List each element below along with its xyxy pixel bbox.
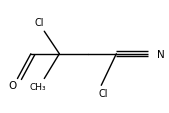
Text: Cl: Cl <box>98 88 108 98</box>
Text: Cl: Cl <box>34 18 44 28</box>
Text: O: O <box>8 81 17 91</box>
Text: N: N <box>156 49 164 59</box>
Text: CH₃: CH₃ <box>29 82 46 91</box>
